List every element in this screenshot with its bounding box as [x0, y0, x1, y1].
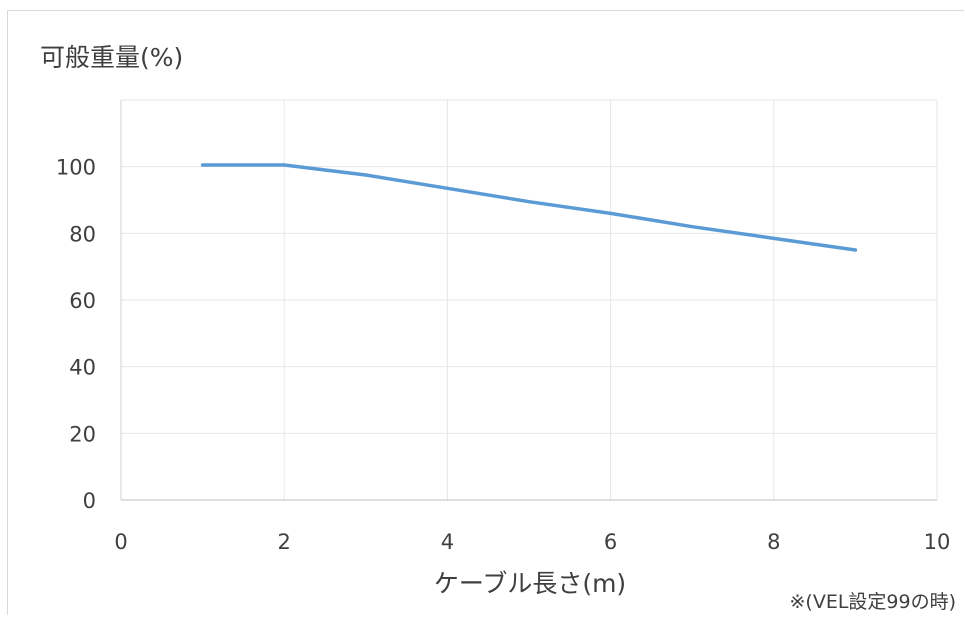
y-tick-label: 100	[56, 156, 96, 180]
data-point	[853, 248, 858, 252]
series-line	[200, 163, 858, 252]
gridlines	[121, 99, 938, 500]
x-tick-label: 8	[767, 530, 780, 554]
x-tick-label: 0	[114, 530, 127, 554]
x-tick-label: 10	[924, 530, 951, 554]
y-tick-label: 60	[69, 289, 96, 313]
data-point	[690, 225, 694, 229]
x-tick-label: 2	[278, 530, 291, 554]
x-axis-title: ケーブル長さ(m)	[434, 569, 626, 598]
y-tick-label: 40	[69, 356, 96, 380]
chart-annotation: ※(VEL設定99の時)	[789, 591, 956, 613]
y-tick-label: 0	[83, 489, 96, 513]
y-axis-title: 可般重量(%)	[40, 43, 183, 72]
data-point	[445, 186, 449, 190]
data-point	[527, 200, 531, 204]
axes: 0 20 40 60 80 100 0 2 4 6 8 10	[56, 100, 950, 554]
data-point	[364, 173, 368, 177]
y-tick-label: 80	[69, 222, 96, 246]
x-tick-label: 4	[441, 530, 454, 554]
data-point	[772, 236, 776, 240]
x-tick-label: 6	[604, 530, 617, 554]
series	[200, 163, 858, 252]
data-point	[201, 163, 205, 167]
data-point	[282, 163, 286, 167]
data-point	[609, 211, 613, 215]
chart-area	[7, 10, 964, 615]
y-tick-label: 20	[69, 422, 96, 446]
